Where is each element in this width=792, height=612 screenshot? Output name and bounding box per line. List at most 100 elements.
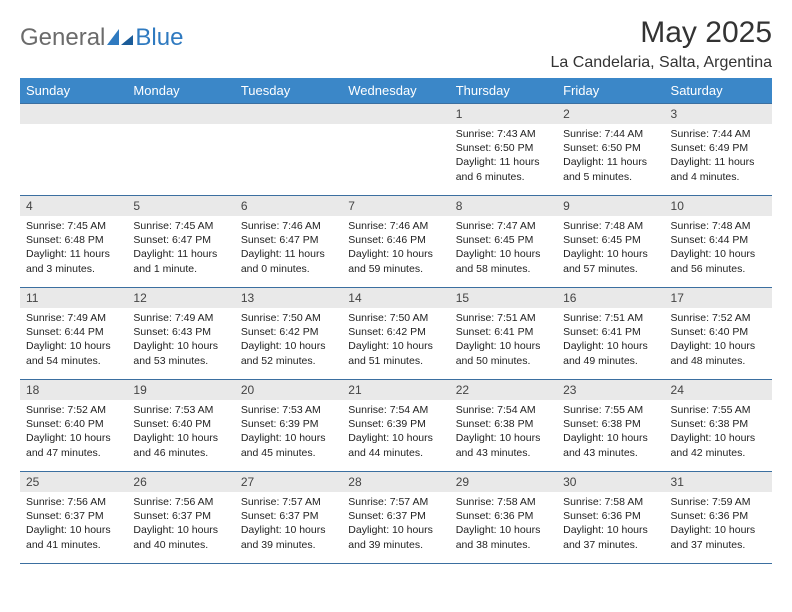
day-number: 9 <box>557 196 664 216</box>
calendar-day-cell: 10Sunrise: 7:48 AMSunset: 6:44 PMDayligh… <box>665 196 772 288</box>
calendar-day-cell: 21Sunrise: 7:54 AMSunset: 6:39 PMDayligh… <box>342 380 449 472</box>
day-info: Sunrise: 7:51 AMSunset: 6:41 PMDaylight:… <box>557 308 664 372</box>
day-info: Sunrise: 7:44 AMSunset: 6:50 PMDaylight:… <box>557 124 664 188</box>
calendar-day-cell: 2Sunrise: 7:44 AMSunset: 6:50 PMDaylight… <box>557 104 664 196</box>
calendar-day-cell: 18Sunrise: 7:52 AMSunset: 6:40 PMDayligh… <box>20 380 127 472</box>
day-number: 24 <box>665 380 772 400</box>
calendar-day-cell: 19Sunrise: 7:53 AMSunset: 6:40 PMDayligh… <box>127 380 234 472</box>
calendar-week-row: 25Sunrise: 7:56 AMSunset: 6:37 PMDayligh… <box>20 472 772 564</box>
calendar-day-cell: 20Sunrise: 7:53 AMSunset: 6:39 PMDayligh… <box>235 380 342 472</box>
calendar-table: Sunday Monday Tuesday Wednesday Thursday… <box>20 78 772 564</box>
weekday-header: Wednesday <box>342 78 449 104</box>
logo: General Blue <box>20 24 183 52</box>
calendar-day-cell: 8Sunrise: 7:47 AMSunset: 6:45 PMDaylight… <box>450 196 557 288</box>
calendar-day-cell: 22Sunrise: 7:54 AMSunset: 6:38 PMDayligh… <box>450 380 557 472</box>
calendar-week-row: 4Sunrise: 7:45 AMSunset: 6:48 PMDaylight… <box>20 196 772 288</box>
logo-sail-icon <box>107 29 133 47</box>
day-info: Sunrise: 7:43 AMSunset: 6:50 PMDaylight:… <box>450 124 557 188</box>
day-info: Sunrise: 7:47 AMSunset: 6:45 PMDaylight:… <box>450 216 557 280</box>
day-number: 3 <box>665 104 772 124</box>
day-info: Sunrise: 7:50 AMSunset: 6:42 PMDaylight:… <box>342 308 449 372</box>
day-number: 22 <box>450 380 557 400</box>
day-number: 4 <box>20 196 127 216</box>
calendar-week-row: 18Sunrise: 7:52 AMSunset: 6:40 PMDayligh… <box>20 380 772 472</box>
day-info: Sunrise: 7:54 AMSunset: 6:38 PMDaylight:… <box>450 400 557 464</box>
weekday-header-row: Sunday Monday Tuesday Wednesday Thursday… <box>20 78 772 104</box>
day-info: Sunrise: 7:58 AMSunset: 6:36 PMDaylight:… <box>557 492 664 556</box>
header: General Blue May 2025 La Candelaria, Sal… <box>20 16 772 72</box>
calendar-day-cell: 17Sunrise: 7:52 AMSunset: 6:40 PMDayligh… <box>665 288 772 380</box>
day-info: Sunrise: 7:59 AMSunset: 6:36 PMDaylight:… <box>665 492 772 556</box>
calendar-day-cell <box>235 104 342 196</box>
calendar-day-cell: 11Sunrise: 7:49 AMSunset: 6:44 PMDayligh… <box>20 288 127 380</box>
calendar-day-cell: 31Sunrise: 7:59 AMSunset: 6:36 PMDayligh… <box>665 472 772 564</box>
calendar-day-cell: 24Sunrise: 7:55 AMSunset: 6:38 PMDayligh… <box>665 380 772 472</box>
day-number: 26 <box>127 472 234 492</box>
day-info: Sunrise: 7:53 AMSunset: 6:40 PMDaylight:… <box>127 400 234 464</box>
day-number: 28 <box>342 472 449 492</box>
calendar-day-cell: 12Sunrise: 7:49 AMSunset: 6:43 PMDayligh… <box>127 288 234 380</box>
day-number: 17 <box>665 288 772 308</box>
page-title: May 2025 <box>551 16 772 50</box>
calendar-day-cell: 7Sunrise: 7:46 AMSunset: 6:46 PMDaylight… <box>342 196 449 288</box>
calendar-day-cell: 4Sunrise: 7:45 AMSunset: 6:48 PMDaylight… <box>20 196 127 288</box>
day-number-empty <box>127 104 234 124</box>
day-info: Sunrise: 7:45 AMSunset: 6:47 PMDaylight:… <box>127 216 234 280</box>
day-number: 25 <box>20 472 127 492</box>
calendar-day-cell: 30Sunrise: 7:58 AMSunset: 6:36 PMDayligh… <box>557 472 664 564</box>
day-info: Sunrise: 7:50 AMSunset: 6:42 PMDaylight:… <box>235 308 342 372</box>
logo-text-blue: Blue <box>135 24 183 52</box>
day-info: Sunrise: 7:55 AMSunset: 6:38 PMDaylight:… <box>557 400 664 464</box>
day-number: 21 <box>342 380 449 400</box>
day-info: Sunrise: 7:49 AMSunset: 6:44 PMDaylight:… <box>20 308 127 372</box>
calendar-day-cell <box>20 104 127 196</box>
calendar-day-cell: 13Sunrise: 7:50 AMSunset: 6:42 PMDayligh… <box>235 288 342 380</box>
calendar-day-cell: 5Sunrise: 7:45 AMSunset: 6:47 PMDaylight… <box>127 196 234 288</box>
day-info: Sunrise: 7:52 AMSunset: 6:40 PMDaylight:… <box>20 400 127 464</box>
calendar-day-cell: 27Sunrise: 7:57 AMSunset: 6:37 PMDayligh… <box>235 472 342 564</box>
day-number: 19 <box>127 380 234 400</box>
day-number: 8 <box>450 196 557 216</box>
calendar-day-cell <box>342 104 449 196</box>
day-info: Sunrise: 7:53 AMSunset: 6:39 PMDaylight:… <box>235 400 342 464</box>
calendar-day-cell: 29Sunrise: 7:58 AMSunset: 6:36 PMDayligh… <box>450 472 557 564</box>
day-number-empty <box>342 104 449 124</box>
day-number: 6 <box>235 196 342 216</box>
calendar-day-cell <box>127 104 234 196</box>
day-number: 13 <box>235 288 342 308</box>
weekday-header: Tuesday <box>235 78 342 104</box>
logo-text-general: General <box>20 24 105 52</box>
calendar-day-cell: 6Sunrise: 7:46 AMSunset: 6:47 PMDaylight… <box>235 196 342 288</box>
day-info: Sunrise: 7:46 AMSunset: 6:46 PMDaylight:… <box>342 216 449 280</box>
day-info: Sunrise: 7:51 AMSunset: 6:41 PMDaylight:… <box>450 308 557 372</box>
day-number: 7 <box>342 196 449 216</box>
calendar-day-cell: 23Sunrise: 7:55 AMSunset: 6:38 PMDayligh… <box>557 380 664 472</box>
day-info: Sunrise: 7:56 AMSunset: 6:37 PMDaylight:… <box>20 492 127 556</box>
day-number: 12 <box>127 288 234 308</box>
weekday-header: Monday <box>127 78 234 104</box>
day-info: Sunrise: 7:46 AMSunset: 6:47 PMDaylight:… <box>235 216 342 280</box>
day-number: 1 <box>450 104 557 124</box>
day-info: Sunrise: 7:54 AMSunset: 6:39 PMDaylight:… <box>342 400 449 464</box>
weekday-header: Saturday <box>665 78 772 104</box>
calendar-day-cell: 9Sunrise: 7:48 AMSunset: 6:45 PMDaylight… <box>557 196 664 288</box>
day-number-empty <box>20 104 127 124</box>
calendar-day-cell: 14Sunrise: 7:50 AMSunset: 6:42 PMDayligh… <box>342 288 449 380</box>
weekday-header: Thursday <box>450 78 557 104</box>
day-number: 18 <box>20 380 127 400</box>
calendar-day-cell: 1Sunrise: 7:43 AMSunset: 6:50 PMDaylight… <box>450 104 557 196</box>
calendar-week-row: 1Sunrise: 7:43 AMSunset: 6:50 PMDaylight… <box>20 104 772 196</box>
day-info: Sunrise: 7:56 AMSunset: 6:37 PMDaylight:… <box>127 492 234 556</box>
day-number: 11 <box>20 288 127 308</box>
day-info: Sunrise: 7:45 AMSunset: 6:48 PMDaylight:… <box>20 216 127 280</box>
day-number: 16 <box>557 288 664 308</box>
calendar-day-cell: 26Sunrise: 7:56 AMSunset: 6:37 PMDayligh… <box>127 472 234 564</box>
day-info: Sunrise: 7:55 AMSunset: 6:38 PMDaylight:… <box>665 400 772 464</box>
day-info: Sunrise: 7:52 AMSunset: 6:40 PMDaylight:… <box>665 308 772 372</box>
day-number: 29 <box>450 472 557 492</box>
day-info: Sunrise: 7:48 AMSunset: 6:44 PMDaylight:… <box>665 216 772 280</box>
day-number: 5 <box>127 196 234 216</box>
day-info: Sunrise: 7:48 AMSunset: 6:45 PMDaylight:… <box>557 216 664 280</box>
day-number: 30 <box>557 472 664 492</box>
day-info: Sunrise: 7:57 AMSunset: 6:37 PMDaylight:… <box>342 492 449 556</box>
